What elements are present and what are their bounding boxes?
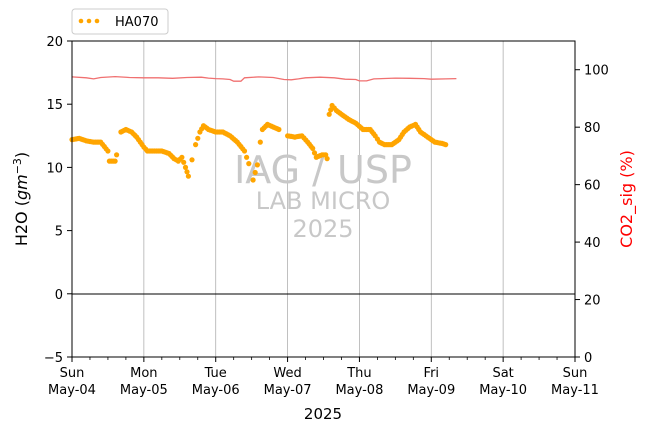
plot-area bbox=[72, 41, 575, 357]
legend-box bbox=[71, 8, 169, 35]
x-tick-label-day: Tue bbox=[204, 366, 227, 381]
data-point bbox=[181, 159, 187, 165]
data-point bbox=[257, 139, 263, 145]
legend-marker bbox=[94, 18, 100, 24]
data-point bbox=[189, 157, 195, 163]
x-tick-label-date: May-11 bbox=[551, 383, 599, 398]
data-point bbox=[105, 148, 111, 154]
data-point bbox=[241, 148, 248, 154]
left-axis: 20 15 10 5 0 −5 bbox=[44, 35, 72, 366]
watermark-line2: LAB MICRO bbox=[256, 187, 391, 215]
vertical-gridlines bbox=[143, 41, 504, 357]
data-point bbox=[114, 152, 120, 158]
x-tick-label-date: May-05 bbox=[120, 383, 168, 398]
y-right-tick-label: 60 bbox=[584, 179, 601, 194]
data-point bbox=[276, 126, 282, 133]
data-point bbox=[246, 161, 252, 167]
x-tick-label-day: Fri bbox=[424, 366, 440, 381]
watermark-line3: 2025 bbox=[292, 215, 353, 243]
data-point bbox=[443, 142, 449, 148]
x-tick-label-day: Sun bbox=[563, 366, 588, 381]
y-left-tick-label: 15 bbox=[46, 98, 63, 113]
y-axis-right-label: CO2_sig (%) bbox=[617, 150, 637, 248]
x-tick-label-day: Mon bbox=[130, 366, 157, 381]
data-point bbox=[324, 156, 330, 162]
legend-label-ha070: HA070 bbox=[115, 15, 158, 30]
legend-marker bbox=[86, 18, 92, 24]
right-axis: 100 80 60 40 20 0 bbox=[575, 64, 609, 366]
y-left-tick-label: −5 bbox=[44, 351, 63, 366]
x-tick-label-date: May-06 bbox=[192, 383, 240, 398]
y-right-tick-label: 80 bbox=[584, 121, 601, 136]
y-right-tick-label: 100 bbox=[584, 64, 609, 79]
series-co2-sig bbox=[71, 75, 457, 82]
y-left-tick-label: 20 bbox=[46, 35, 63, 50]
data-point bbox=[184, 169, 190, 175]
data-point bbox=[185, 173, 191, 179]
x-tick-label-date: May-10 bbox=[479, 383, 527, 398]
x-tick-label-date: May-04 bbox=[48, 383, 96, 398]
data-point bbox=[311, 150, 318, 156]
data-point bbox=[195, 135, 201, 141]
data-point bbox=[193, 142, 199, 148]
y-right-tick-label: 0 bbox=[584, 351, 592, 366]
data-point bbox=[326, 111, 332, 117]
x-tick-label-day: Thu bbox=[346, 366, 371, 381]
legend: HA070 bbox=[71, 8, 169, 35]
x-axis: Sun May-04 Mon May-05 Tue May-06 Wed May-07 Thu M… bbox=[48, 357, 599, 398]
data-point bbox=[250, 177, 256, 183]
data-point bbox=[252, 169, 258, 176]
y-axis-left-label: H2O (gm−3) bbox=[11, 152, 31, 246]
series-ha070 bbox=[69, 102, 449, 183]
x-tick-label-date: May-07 bbox=[264, 383, 312, 398]
x-tick-label-day: Sat bbox=[492, 366, 513, 381]
x-axis-label: 2025 bbox=[304, 405, 342, 423]
data-point bbox=[244, 154, 250, 160]
data-point bbox=[182, 164, 189, 170]
y-right-tick-label: 20 bbox=[584, 294, 601, 309]
data-point bbox=[112, 158, 118, 164]
data-point bbox=[310, 145, 316, 151]
co2-sig-line bbox=[71, 75, 457, 82]
y-right-tick-label: 40 bbox=[584, 236, 601, 251]
data-point bbox=[179, 154, 185, 160]
x-tick-label-date: May-09 bbox=[407, 383, 455, 398]
data-point bbox=[254, 162, 260, 168]
x-tick-label-day: Sun bbox=[60, 366, 85, 381]
legend-marker bbox=[78, 18, 84, 24]
y-left-tick-label: 0 bbox=[55, 288, 63, 303]
y-left-tick-label: 5 bbox=[55, 225, 63, 240]
x-tick-label-date: May-08 bbox=[335, 383, 383, 398]
y-left-tick-label: 10 bbox=[46, 161, 63, 176]
x-tick-label-day: Wed bbox=[273, 366, 301, 381]
